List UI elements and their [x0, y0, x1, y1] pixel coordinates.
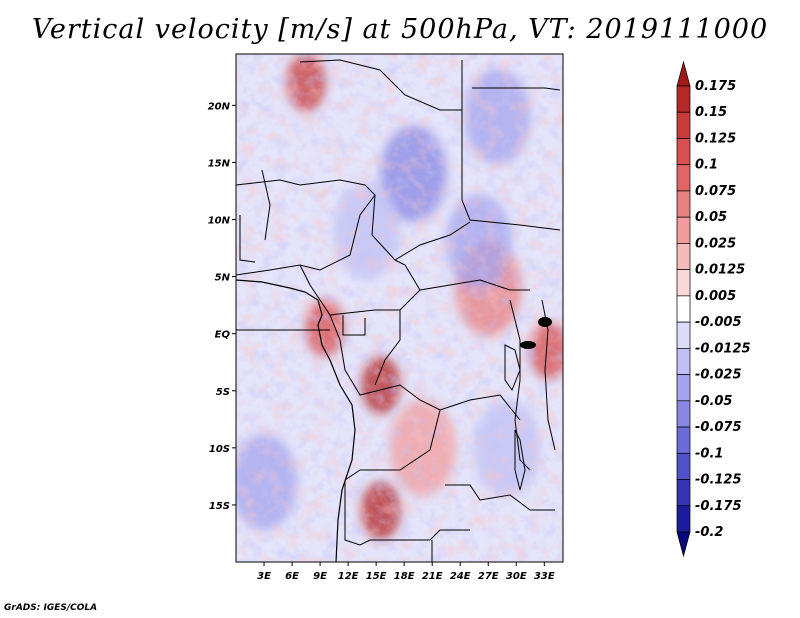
colorbar-swatch — [676, 111, 691, 139]
colorbar-label: 0.05 — [695, 210, 727, 225]
grads-credit: GrADS: IGES/COLA — [4, 603, 98, 613]
x-tick-label: 9E — [313, 571, 327, 582]
x-tick-label: 30E — [506, 571, 527, 582]
colorbar-label: -0.005 — [695, 315, 742, 330]
x-tick-label: 12E — [338, 571, 359, 582]
y-axis: 20N 15N 10N 5N EQ 5S 10S 15S — [208, 101, 236, 512]
colorbar-swatch — [676, 269, 691, 297]
x-tick-label: 33E — [534, 571, 555, 582]
colorbar-swatch — [676, 190, 691, 218]
lakes — [504, 317, 552, 491]
plot-frame — [235, 53, 564, 563]
colorbar-label: -0.025 — [695, 368, 742, 383]
coastline — [236, 279, 356, 562]
chart-title: Vertical velocity [m/s] at 500hPa, VT: 2… — [31, 14, 769, 45]
x-tick-label: 3E — [257, 571, 271, 582]
colorbar-swatch — [676, 243, 691, 270]
colorbar-swatch — [676, 295, 691, 323]
colorbar-label: -0.175 — [695, 499, 742, 514]
x-tick-label: 27E — [478, 571, 499, 582]
colorbar-swatch — [676, 321, 691, 349]
colorbar-label: -0.1 — [695, 446, 723, 461]
colorbar-swatch — [676, 164, 691, 192]
x-axis: 3E 6E 9E 12E 15E 18E 21E 24E 27E 30E 33E — [257, 562, 555, 582]
x-tick-label: 24E — [450, 571, 471, 582]
colorbar-swatch-bottom — [676, 531, 691, 558]
colorbar: 0.175 0.15 0.125 0.1 0.075 0.05 0.025 0.0125 0.0… — [676, 60, 751, 558]
colorbar-swatch — [676, 374, 691, 402]
colorbar-label: -0.075 — [695, 420, 742, 435]
colorbar-swatch-top — [676, 60, 691, 87]
colorbar-swatch — [676, 426, 691, 454]
colorbar-label: -0.125 — [695, 473, 742, 488]
y-tick-label: EQ — [215, 330, 231, 341]
y-tick-label: 15S — [209, 501, 230, 512]
colorbar-label: 0.005 — [695, 289, 736, 304]
y-tick-label: 10N — [208, 216, 231, 227]
x-tick-label: 15E — [366, 571, 387, 582]
colorbar-label: 0.0125 — [695, 263, 745, 278]
y-tick-label: 5N — [215, 273, 231, 284]
colorbar-swatch — [676, 216, 691, 244]
y-tick-label: 20N — [208, 101, 231, 112]
colorbar-label: 0.15 — [695, 105, 727, 120]
colorbar-swatch — [676, 505, 691, 533]
colorbar-label: 0.075 — [695, 184, 736, 199]
colorbar-label: 0.175 — [695, 79, 736, 94]
y-tick-label: 5S — [216, 387, 230, 398]
colorbar-swatch — [676, 400, 691, 428]
x-tick-label: 6E — [285, 571, 299, 582]
y-tick-label: 10S — [209, 444, 230, 455]
colorbar-label: 0.125 — [695, 131, 736, 146]
colorbar-label: -0.05 — [695, 394, 732, 409]
texture-overlay — [236, 54, 563, 562]
colorbar-swatch — [676, 348, 691, 375]
colorbar-label: 0.1 — [695, 158, 718, 173]
x-tick-label: 18E — [394, 571, 415, 582]
map-panel — [236, 54, 563, 562]
colorbar-swatch — [676, 479, 691, 507]
colorbar-label: -0.0125 — [695, 341, 751, 356]
x-tick-label: 21E — [422, 571, 443, 582]
colorbar-swatch — [676, 85, 691, 113]
y-tick-label: 15N — [208, 158, 231, 169]
colorbar-label: -0.2 — [695, 525, 723, 540]
colorbar-swatch — [676, 452, 691, 480]
colorbar-swatch — [676, 138, 691, 166]
colorbar-label: 0.025 — [695, 236, 736, 251]
